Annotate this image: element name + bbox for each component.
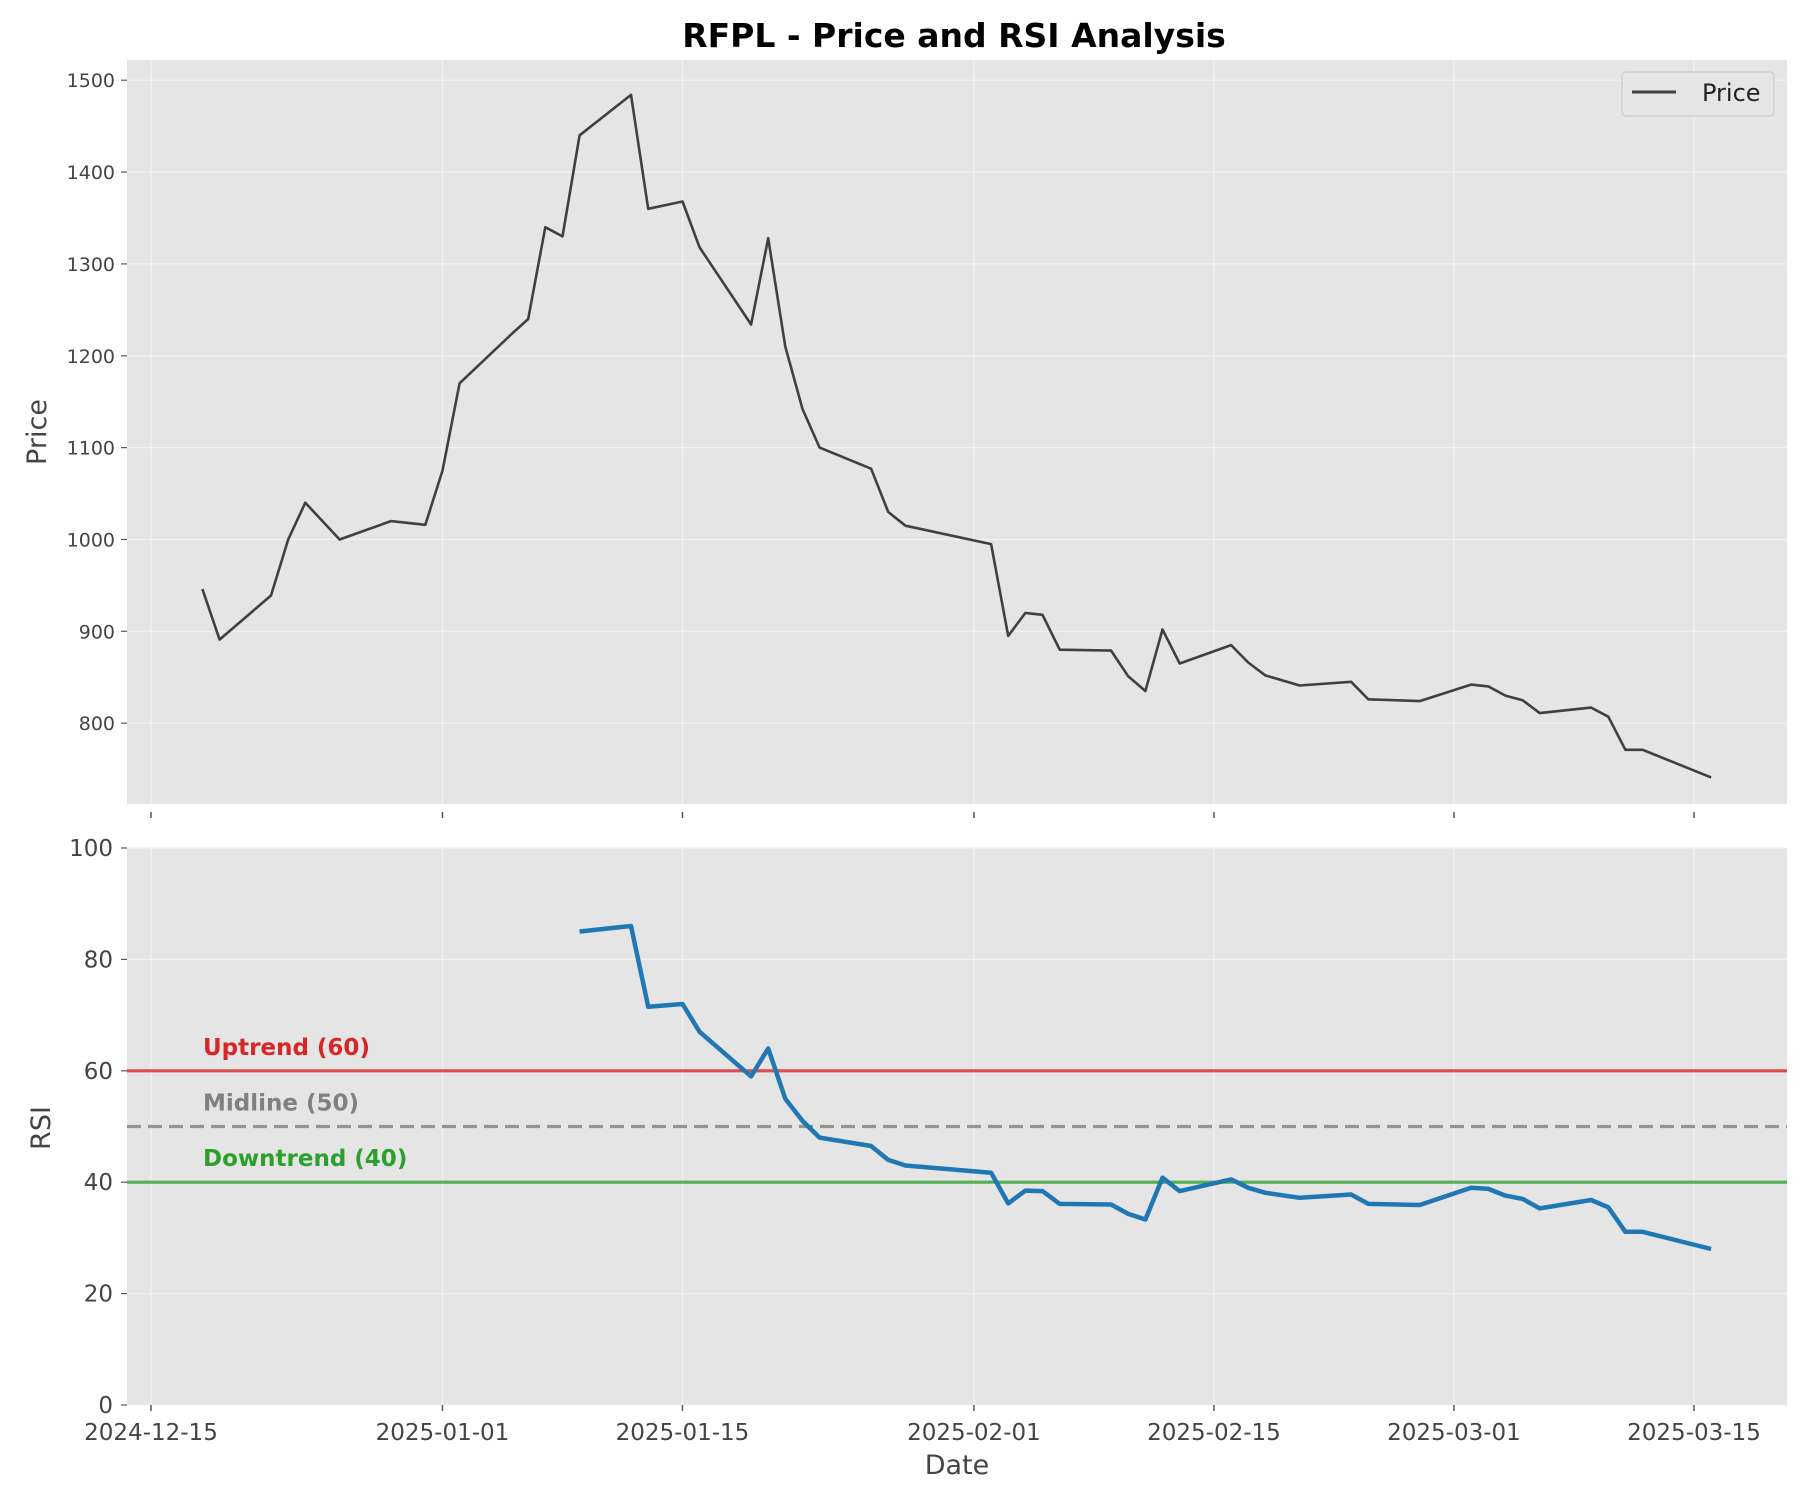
rsi-y-tick-label: 80	[84, 947, 113, 973]
x-tick-label: 2025-02-01	[907, 1420, 1041, 1446]
legend-price-label: Price	[1702, 79, 1761, 107]
rsi-reference-lines: Uptrend (60) Midline (50) Downtrend (40)	[127, 1035, 1787, 1184]
x-axis-label: Date	[925, 1450, 990, 1481]
price-panel: 800 900 1000 1100 1200 1300 1400 1500 Price Pri…	[22, 60, 1787, 818]
price-series	[201, 93, 1712, 779]
price-y-tick-label: 1500	[67, 70, 115, 92]
chart-title: RFPL - Price and RSI Analysis	[682, 16, 1226, 55]
x-tick-label: 2025-03-01	[1387, 1420, 1521, 1446]
price-line	[201, 93, 1712, 779]
price-y-ticks: 800 900 1000 1100 1200 1300 1400 1500	[67, 70, 127, 735]
rsi-y-axis-label: RSI	[26, 1106, 57, 1150]
x-tick-label: 2025-02-15	[1147, 1420, 1281, 1446]
rsi-y-tick-label: 40	[84, 1170, 113, 1196]
rsi-panel: 0 20 40 60 80 100 2024-12-15 2025-01-01 2025-01…	[26, 836, 1787, 1481]
x-tick-label: 2025-01-01	[376, 1420, 510, 1446]
price-y-tick-label: 1200	[67, 346, 115, 368]
price-y-tick-label: 1100	[67, 438, 115, 460]
rsi-line	[579, 923, 1712, 1252]
rsi-y-tick-label: 20	[84, 1282, 113, 1308]
rsi-reference-label: Midline (50)	[203, 1091, 359, 1117]
rsi-y-tick-label: 100	[69, 836, 113, 862]
rsi-series	[579, 923, 1712, 1252]
price-y-axis-label: Price	[22, 399, 53, 465]
rsi-y-ticks: 0 20 40 60 80 100	[69, 836, 127, 1419]
x-tick-label: 2024-12-15	[84, 1420, 218, 1446]
price-legend: Price	[1621, 71, 1775, 117]
price-y-tick-label: 900	[79, 621, 115, 643]
x-tick-label: 2025-01-15	[616, 1420, 750, 1446]
price-y-tick-label: 800	[79, 713, 115, 735]
rsi-y-tick-label: 0	[98, 1393, 113, 1419]
price-grid	[127, 60, 1787, 804]
x-tick-label: 2025-03-15	[1627, 1420, 1761, 1446]
price-y-tick-label: 1400	[67, 162, 115, 184]
rsi-y-tick-label: 60	[84, 1059, 113, 1085]
price-y-tick-label: 1300	[67, 254, 115, 276]
price-y-tick-label: 1000	[67, 529, 115, 551]
legend-box	[1621, 71, 1775, 117]
price-plot-area	[127, 60, 1787, 804]
rsi-x-ticks: 2024-12-15 2025-01-01 2025-01-15 2025-02-01…	[84, 1405, 1761, 1446]
rsi-reference-label: Uptrend (60)	[203, 1035, 370, 1061]
price-x-tick-marks	[150, 812, 1695, 818]
rsi-reference-label: Downtrend (40)	[203, 1146, 407, 1172]
